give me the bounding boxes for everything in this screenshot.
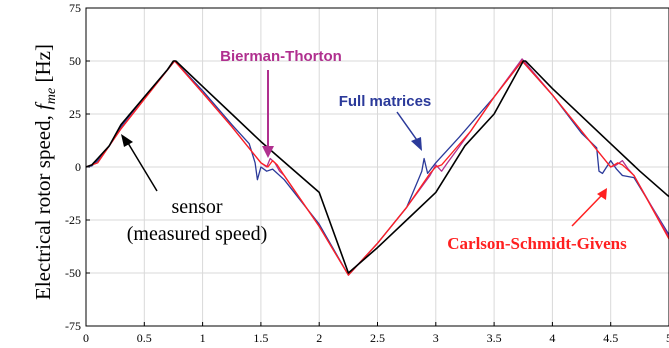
annotation-sensor: sensor (measured speed) bbox=[121, 134, 267, 245]
y-axis-label-symbol: f bbox=[31, 101, 55, 110]
y-tick-label: -50 bbox=[65, 266, 81, 280]
y-axis-label-main: Electrical rotor speed, bbox=[31, 110, 55, 300]
sensor-arrowhead bbox=[121, 134, 133, 147]
y-axis-label-subscript: me bbox=[44, 88, 59, 104]
x-tick-label: 3 bbox=[433, 331, 439, 345]
y-tick-label: 50 bbox=[69, 54, 81, 68]
annotation-measured-speed-label: (measured speed) bbox=[127, 223, 268, 245]
annotation-carlson-schmidt-givens: Carlson-Schmidt-Givens bbox=[447, 188, 627, 253]
y-tick-label: 75 bbox=[69, 1, 81, 15]
grid bbox=[85, 7, 669, 327]
tick-labels: 0 0.5 1 1.5 2 2.5 3 3.5 4 4.5 5 -75 -50 -25 0 25 50 75 bbox=[65, 1, 669, 345]
annotation-bierman-thorton-label: Bierman-Thorton bbox=[220, 48, 342, 65]
series-line-carlson-schmidt-givens bbox=[85, 60, 669, 276]
annotation-full-matrices: Full matrices bbox=[339, 93, 432, 151]
bierman-thorton-arrowhead bbox=[262, 146, 274, 158]
carlson-arrow bbox=[571, 195, 602, 227]
annotation-full-matrices-label: Full matrices bbox=[339, 93, 432, 110]
y-tick-label: 25 bbox=[69, 107, 81, 121]
y-axis-label: Electrical rotor speed, fme [Hz] bbox=[31, 44, 59, 300]
x-tick-label: 0 bbox=[83, 331, 89, 345]
y-tick-label: -75 bbox=[65, 319, 81, 333]
series-lines bbox=[85, 58, 669, 276]
x-tick-label: 2.5 bbox=[370, 331, 385, 345]
y-tick-label: 0 bbox=[75, 160, 81, 174]
annotation-carlson-schmidt-givens-label: Carlson-Schmidt-Givens bbox=[447, 234, 627, 253]
sensor-arrow bbox=[127, 142, 158, 192]
carlson-arrowhead bbox=[597, 188, 607, 200]
annotation-sensor-label: sensor bbox=[171, 196, 222, 218]
x-tick-label: 4.5 bbox=[603, 331, 618, 345]
series-line-sensor-measured-speed bbox=[85, 60, 669, 274]
full-matrices-arrow bbox=[396, 111, 420, 144]
y-axis-label-unit: [Hz] bbox=[31, 44, 55, 88]
full-matrices-arrowhead bbox=[411, 137, 422, 151]
x-tick-label: 5 bbox=[666, 331, 669, 345]
y-tick-label: -25 bbox=[65, 213, 81, 227]
x-tick-label: 1 bbox=[200, 331, 206, 345]
x-tick-label: 3.5 bbox=[487, 331, 502, 345]
annotation-bierman-thorton: Bierman-Thorton bbox=[220, 48, 342, 158]
x-tick-label: 0.5 bbox=[137, 331, 152, 345]
x-tick-label: 2 bbox=[316, 331, 322, 345]
plot-frame bbox=[85, 7, 669, 327]
x-tick-label: 1.5 bbox=[253, 331, 268, 345]
x-tick-label: 4 bbox=[549, 331, 555, 345]
